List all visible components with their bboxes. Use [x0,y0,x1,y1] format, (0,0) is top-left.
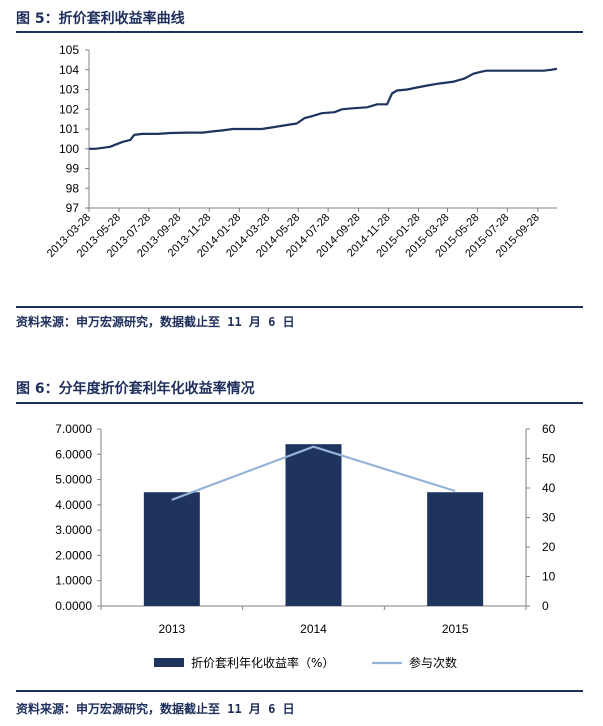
y-tick-label: 105 [59,43,79,57]
left-y-tick-label: 3.0000 [55,523,92,537]
left-y-tick-label: 4.0000 [55,498,92,512]
bar [143,492,200,606]
right-y-tick-label: 30 [542,511,556,525]
right-y-tick-label: 20 [542,540,556,554]
figure5-top-rule [16,31,583,33]
figure6-top-rule [16,402,583,404]
legend-swatch-bar [154,658,184,667]
left-y-tick-label: 1.0000 [55,574,92,588]
left-y-tick-label: 0.0000 [55,599,92,613]
right-y-tick-label: 40 [542,481,556,495]
figure5-title: 图 5：折价套利收益率曲线 [16,11,185,27]
x-tick-label: 2013 [158,622,185,636]
y-tick-label: 98 [66,181,80,195]
x-tick-label: 2015 [442,622,469,636]
legend-label-bar: 折价套利年化收益率（%） [191,655,334,670]
figure6-source: 资料来源：申万宏源研究，数据截止至 11 月 6 日 [16,702,295,716]
y-tick-label: 104 [59,63,79,77]
bar [285,444,342,606]
x-tick-label: 2014 [300,622,327,636]
left-y-tick-label: 5.0000 [55,473,92,487]
right-y-tick-label: 0 [542,599,549,613]
right-y-tick-label: 10 [542,570,556,584]
right-y-tick-label: 50 [542,452,556,466]
legend-label-line: 参与次数 [409,655,457,670]
y-tick-label: 97 [66,201,80,215]
right-y-tick-label: 60 [542,422,556,436]
y-tick-label: 103 [59,83,79,97]
y-tick-label: 99 [66,162,80,176]
y-tick-label: 101 [59,122,79,136]
figure5-source: 资料来源：申万宏源研究，数据截止至 11 月 6 日 [16,315,295,329]
combo-chart: 0.0000 1.0000 2.0000 3.0000 4.0000 5.0000 6.00… [55,422,556,670]
left-y-tick-label: 2.0000 [55,548,92,562]
figure5-bottom-rule [16,306,583,308]
y-tick-label: 100 [59,142,79,156]
series-line [171,445,456,501]
figure6-bottom-rule [16,690,583,692]
left-y-tick-label: 7.0000 [55,422,92,436]
bar [427,492,484,606]
figure6-title: 图 6：分年度折价套利年化收益率情况 [16,381,255,397]
y-tick-label: 102 [59,102,79,116]
left-y-tick-label: 6.0000 [55,447,92,461]
series-line [89,67,558,150]
line-chart: 9798991001011021031041052013-03-282013-0… [45,43,558,260]
